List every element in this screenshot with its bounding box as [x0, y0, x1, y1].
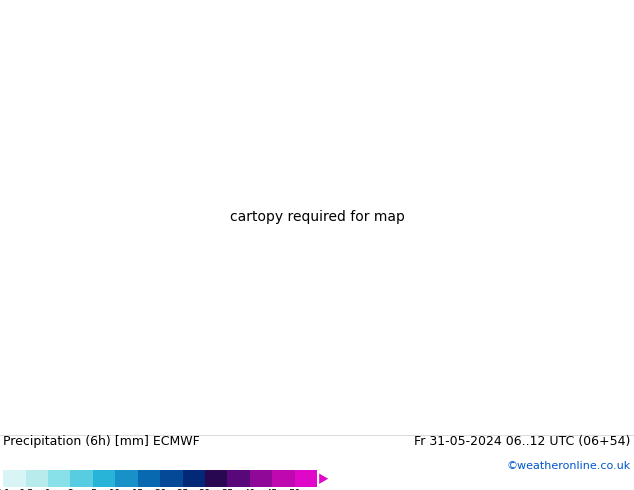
Bar — [183, 470, 205, 487]
Bar — [205, 470, 228, 487]
Bar — [228, 470, 250, 487]
Text: cartopy required for map: cartopy required for map — [230, 210, 404, 224]
Bar — [295, 470, 317, 487]
Bar — [93, 470, 115, 487]
Bar — [70, 470, 93, 487]
Bar — [115, 470, 138, 487]
Text: Precipitation (6h) [mm] ECMWF: Precipitation (6h) [mm] ECMWF — [3, 435, 200, 448]
Bar — [138, 470, 160, 487]
Bar — [272, 470, 295, 487]
Bar — [48, 470, 70, 487]
Text: Fr 31-05-2024 06..12 UTC (06+54): Fr 31-05-2024 06..12 UTC (06+54) — [415, 435, 631, 448]
Bar — [3, 470, 25, 487]
Text: ©weatheronline.co.uk: ©weatheronline.co.uk — [507, 461, 631, 471]
Bar — [160, 470, 183, 487]
Bar — [25, 470, 48, 487]
Bar — [250, 470, 272, 487]
